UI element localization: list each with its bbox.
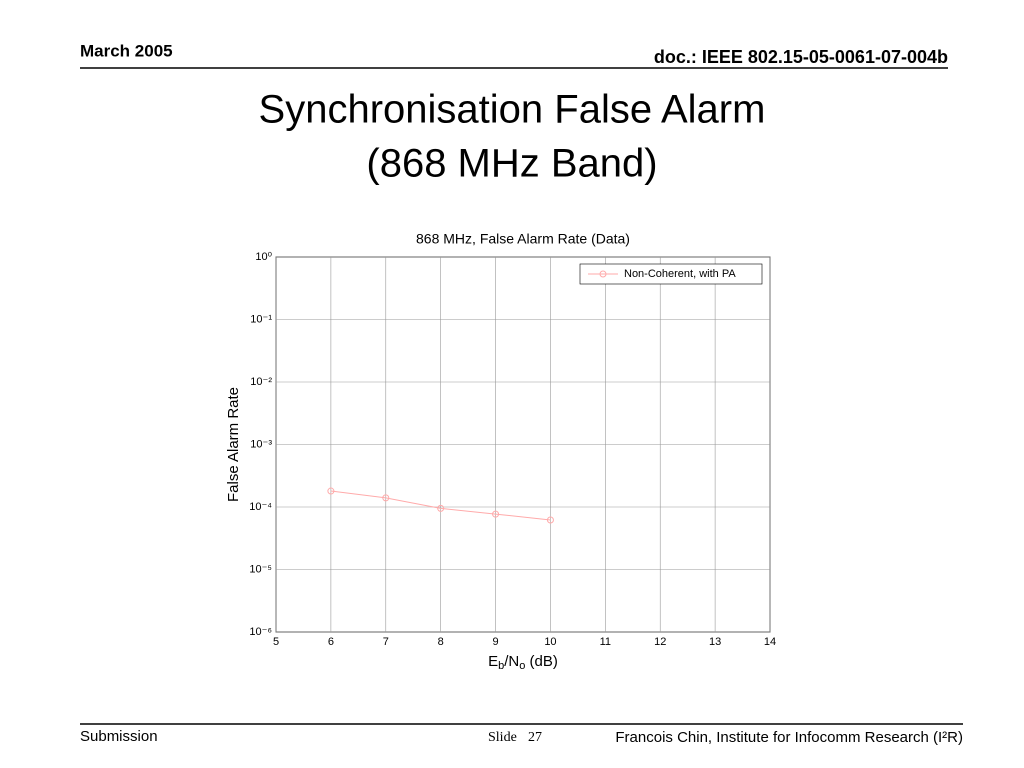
slide-title: (868 MHz Band) <box>366 142 657 186</box>
data-point <box>437 504 445 512</box>
series-line <box>330 490 551 521</box>
data-point <box>546 516 554 524</box>
y-tick-label: 10⁻¹ <box>250 313 272 325</box>
legend-box <box>579 263 763 285</box>
y-tick-label: 10⁻⁵ <box>249 563 272 575</box>
data-point <box>382 494 390 502</box>
x-tick-label: 13 <box>709 636 721 648</box>
x-tick-label: 6 <box>328 636 334 648</box>
slide-label: Slide <box>488 730 517 745</box>
x-tick-label: 7 <box>383 636 389 648</box>
x-tick-label: 10 <box>544 636 556 648</box>
x-axis-label-part: b <box>498 660 504 672</box>
chart-title: 868 MHz, False Alarm Rate (Data) <box>416 231 630 247</box>
footer-left: Submission <box>80 728 158 745</box>
chart: 868 MHz, False Alarm Rate (Data) False Al… <box>225 231 776 672</box>
slide-title: Synchronisation False Alarm <box>259 88 766 132</box>
data-point <box>327 487 335 495</box>
slide-number: 27 <box>528 730 542 745</box>
x-axis-label-part: /N <box>504 653 519 670</box>
y-tick-label: 10⁰ <box>255 251 272 263</box>
header-date: March 2005 <box>80 41 173 60</box>
x-axis-label-part: (dB) <box>525 653 558 670</box>
x-axis-label: Eb/No (dB) <box>488 653 558 672</box>
x-tick-label: 11 <box>600 636 611 648</box>
x-tick-label: 12 <box>654 636 666 648</box>
y-tick-label: 10⁻⁶ <box>249 626 272 638</box>
x-axis-label-part: o <box>519 660 525 672</box>
legend-label: Non-Coherent, with PA <box>624 268 736 280</box>
x-tick-label: 5 <box>273 636 279 648</box>
data-point <box>492 510 500 518</box>
legend-marker <box>599 270 607 278</box>
x-tick-label: 8 <box>438 636 444 648</box>
footer-author: Francois Chin, Institute for Infocomm Re… <box>615 729 963 746</box>
y-tick-label: 10⁻² <box>250 376 272 388</box>
x-tick-label: 14 <box>764 636 776 648</box>
y-axis-label: False Alarm Rate <box>225 387 242 502</box>
header-doc: doc.: IEEE 802.15-05-0061-07-004b <box>654 47 948 67</box>
x-axis-label-part: E <box>488 653 498 670</box>
y-tick-label: 10⁻³ <box>250 438 272 450</box>
y-tick-label: 10⁻⁴ <box>249 501 272 513</box>
x-tick-label: 9 <box>492 636 498 648</box>
